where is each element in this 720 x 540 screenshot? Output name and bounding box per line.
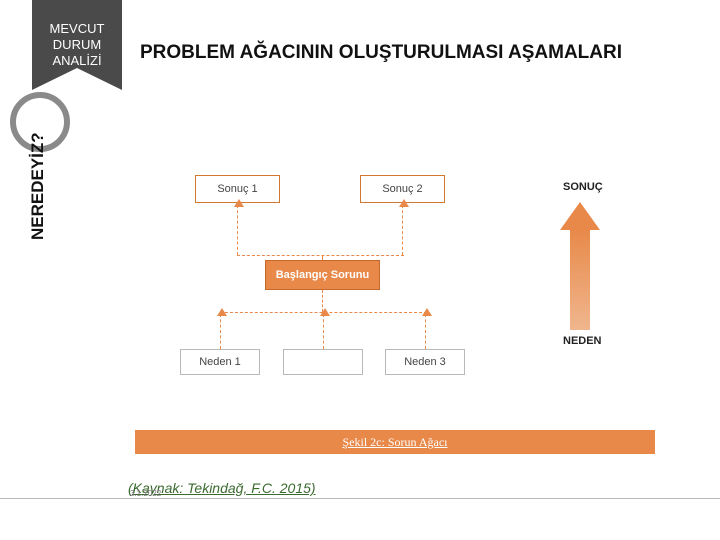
- banner-line: DURUM: [32, 37, 122, 53]
- connector-line: [322, 255, 323, 260]
- figure-caption: Şekil 2c: Sorun Ağacı: [343, 435, 448, 450]
- label-neden: NEDEN: [563, 335, 602, 347]
- page-title: PROBLEM AĞACININ OLUŞTURULMASI AŞAMALARI: [140, 42, 622, 64]
- node-neden2: [283, 349, 363, 375]
- arrow-up: [237, 205, 238, 255]
- footer-date: 3.1.2022: [130, 489, 161, 498]
- slide: MEVCUT DURUM ANALİZİ PROBLEM AĞACININ OL…: [0, 0, 720, 540]
- arrow-up: [425, 314, 426, 349]
- node-neden1: Neden 1: [180, 349, 260, 375]
- node-label: Başlangıç Sorunu: [276, 269, 370, 281]
- connector-line: [237, 255, 404, 256]
- node-label: Sonuç 1: [217, 183, 257, 195]
- section-banner: MEVCUT DURUM ANALİZİ: [32, 0, 122, 90]
- arrow-up: [402, 205, 403, 255]
- arrow-up: [323, 314, 324, 349]
- node-label: Neden 1: [199, 356, 241, 368]
- banner-line: MEVCUT: [32, 21, 122, 37]
- figure-caption-bar: Şekil 2c: Sorun Ağacı: [135, 430, 655, 454]
- node-label: Sonuç 2: [382, 183, 422, 195]
- banner-line: ANALİZİ: [32, 53, 122, 69]
- footer-divider: [0, 498, 720, 499]
- node-start: Başlangıç Sorunu: [265, 260, 380, 290]
- node-neden3: Neden 3: [385, 349, 465, 375]
- arrow-up: [220, 314, 221, 349]
- node-label: Neden 3: [404, 356, 446, 368]
- sidebar-vertical-label: NEREDEYİZ?: [28, 132, 48, 240]
- problem-tree-diagram: Sonuç 1 Sonuç 2 Başlangıç Sorunu Neden 1…: [135, 155, 695, 445]
- label-sonuc: SONUÇ: [563, 181, 603, 193]
- big-arrow-head: [560, 202, 600, 230]
- big-arrow-shaft: [570, 230, 590, 330]
